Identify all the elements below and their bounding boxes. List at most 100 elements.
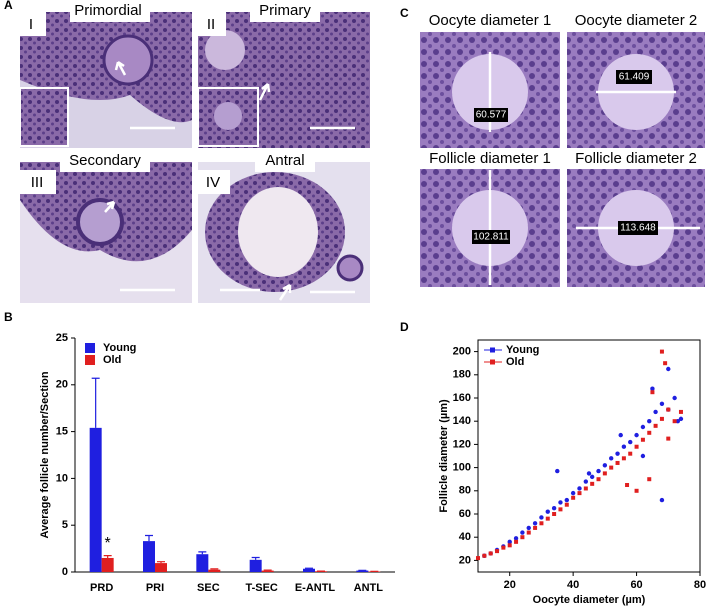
point [558,500,563,505]
point [539,521,544,526]
point [602,463,608,468]
point [552,512,557,516]
point [640,424,646,430]
point [520,535,525,540]
y-tick-label: 120 [453,438,471,450]
x-tick-label: SEC [197,582,220,594]
panel-title: Oocyte diameter 2 [575,12,698,29]
point [678,409,683,414]
point [507,539,512,545]
inset [19,87,69,147]
title-tab [567,12,705,32]
panel-label: A [4,0,13,12]
panel-title: Secondary [69,152,141,169]
point [488,551,493,556]
micrograph-bg [20,200,192,303]
measurement: 102.811 [473,232,509,243]
x-tick-label: E-ANTL [295,582,336,594]
bar [249,559,262,572]
y-tick-label: 10 [56,472,68,484]
antrum [238,187,318,277]
title-tab [255,152,315,172]
point [615,460,620,465]
x-tick-label: 40 [567,579,579,591]
numeral: IV [206,174,220,191]
title-tab [567,149,705,169]
point [640,453,646,459]
panel-label: C [400,6,409,20]
error-bar [251,556,260,560]
measure-box [472,230,510,244]
x-tick-label: 80 [694,579,706,591]
point [621,456,626,461]
panel-a: Primordial Primary Secondary Antral I II… [19,2,370,303]
title-tab [250,4,320,22]
legend-swatch [490,359,495,365]
title-tab [420,12,560,32]
point [672,395,677,401]
legend-swatch [85,355,95,365]
point [625,483,630,487]
point [507,543,512,548]
measure-box [474,108,508,122]
legend-swatch [490,347,495,353]
bar [89,427,102,572]
plot-frame [477,339,701,573]
point [634,444,639,449]
point [482,553,487,558]
legend-label: Old [103,354,121,366]
x-tick-label: PRD [90,582,113,594]
point [532,521,538,526]
y-tick-label: 100 [453,462,471,474]
point [551,506,557,511]
point [659,401,665,406]
panel-title: Follicle diameter 1 [429,150,551,167]
panel-c: Oocyte diameter 1 Oocyte diameter 2 Foll… [420,12,705,287]
point [647,430,652,435]
point [564,502,569,507]
point [663,361,668,366]
point [615,451,620,456]
point [609,456,614,461]
panel-label: D [400,320,409,334]
numeral: II [207,16,215,33]
point [545,509,550,514]
point [513,536,519,541]
panel-title: Antral [265,152,304,169]
point [647,419,652,424]
y-tick-label: 20 [56,379,68,391]
x-axis-label: Oocyte diameter (µm) [533,594,646,606]
y-tick-label: 20 [459,554,471,566]
numeral-tab [198,12,226,36]
measurement: 113.648 [620,223,656,234]
legend-label: Young [103,342,136,354]
bar [303,568,315,572]
point [533,525,538,530]
point [589,474,595,480]
point [647,477,652,482]
x-tick-label: 20 [504,579,516,591]
bar [196,554,209,572]
y-axis-label: Average follicle number/Section [39,371,51,538]
inset [197,87,259,147]
point [659,349,664,354]
point [634,432,639,438]
error-bar [145,534,153,542]
numeral: III [31,174,44,191]
measure-box [618,221,658,235]
y-axis-label: Follicle diameter (µm) [438,399,450,513]
point [672,419,677,424]
panel-label: B [4,310,13,324]
point [586,471,592,476]
y-tick-label: 80 [459,485,471,497]
bar [143,541,155,572]
point [634,488,639,493]
follicle [76,198,124,246]
point [666,366,671,372]
follicle [214,102,242,130]
legend-label: Young [506,344,539,356]
bar [208,569,221,572]
x-tick-label: PRI [146,582,164,594]
numeral-tab [20,170,56,194]
legend-label: Old [506,356,524,368]
